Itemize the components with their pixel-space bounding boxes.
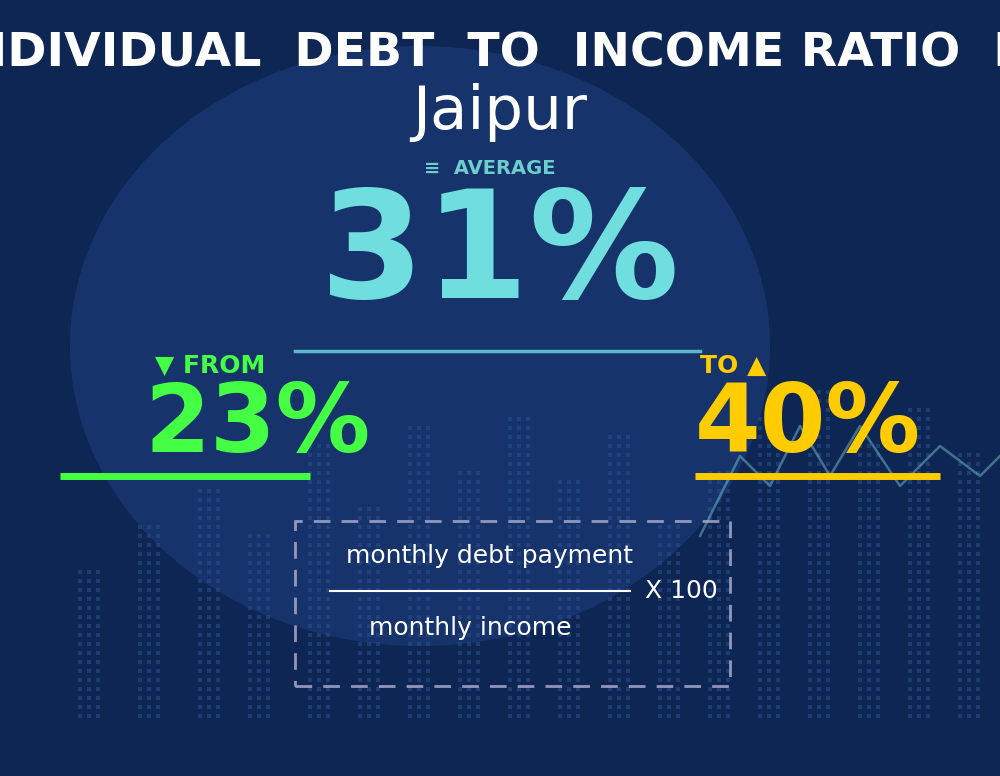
Text: 40%: 40%: [695, 380, 921, 472]
Text: ≡  AVERAGE: ≡ AVERAGE: [424, 158, 556, 178]
Text: monthly debt payment: monthly debt payment: [347, 544, 634, 568]
Ellipse shape: [70, 46, 770, 646]
Text: 31%: 31%: [320, 183, 680, 328]
Text: Jaipur: Jaipur: [413, 84, 588, 143]
Text: X 100: X 100: [645, 579, 718, 603]
Text: TO ▲: TO ▲: [700, 354, 766, 378]
Text: INDIVIDUAL  DEBT  TO  INCOME RATIO  IN: INDIVIDUAL DEBT TO INCOME RATIO IN: [0, 32, 1000, 77]
Text: ▼ FROM: ▼ FROM: [155, 354, 265, 378]
Text: 23%: 23%: [145, 380, 371, 472]
Text: monthly income: monthly income: [369, 616, 571, 640]
